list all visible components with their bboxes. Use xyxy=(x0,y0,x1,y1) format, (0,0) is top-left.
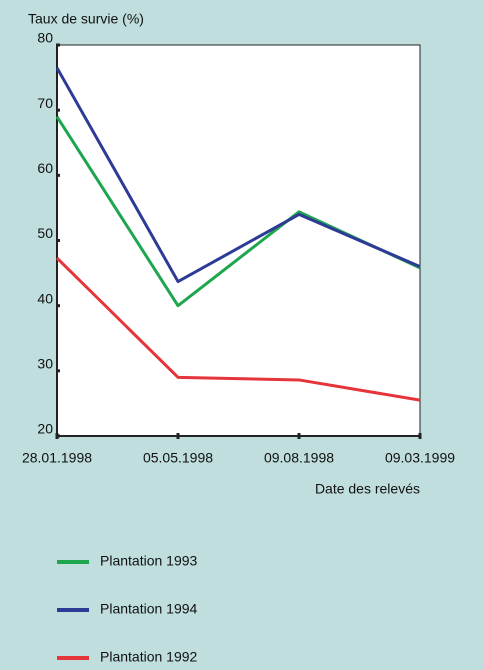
x-tick-label: 09.08.1998 xyxy=(264,450,334,466)
y-tick-label: 70 xyxy=(37,95,53,111)
series-line xyxy=(55,67,421,284)
y-tick-label: 20 xyxy=(37,421,53,437)
x-tick-label: 28.01.1998 xyxy=(22,450,92,466)
legend-label: Plantation 1994 xyxy=(100,601,198,617)
legend-label: Plantation 1992 xyxy=(100,649,198,665)
x-tick-label: 05.05.1998 xyxy=(143,450,213,466)
legend-label: Plantation 1993 xyxy=(100,553,198,569)
y-tick-label: 30 xyxy=(37,356,53,372)
series-line xyxy=(55,257,421,402)
chart-title: Taux de survie (%) xyxy=(28,11,144,27)
y-tick-label: 80 xyxy=(37,30,53,46)
x-tick-label: 09.03.1999 xyxy=(385,450,455,466)
y-tick-label: 40 xyxy=(37,290,53,306)
y-tick-label: 60 xyxy=(37,160,53,176)
y-tick-label: 50 xyxy=(37,225,53,241)
x-axis-label: Date des relevés xyxy=(315,481,420,497)
